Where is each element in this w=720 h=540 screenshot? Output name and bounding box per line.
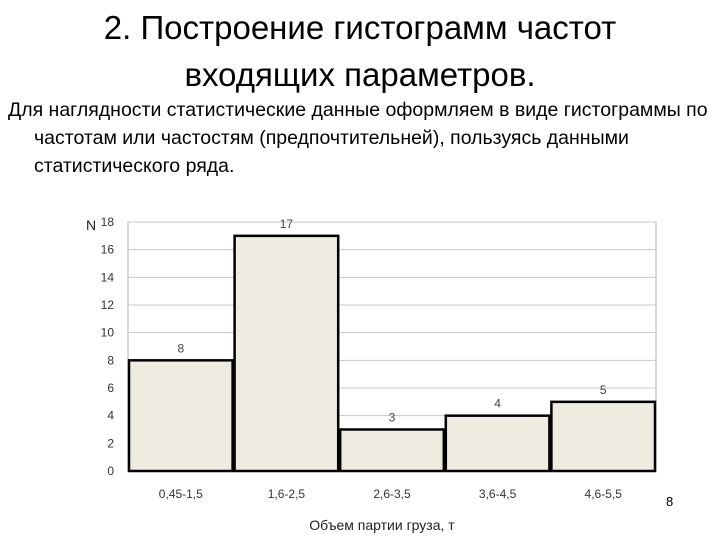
y-tick-label: 16 xyxy=(101,243,115,257)
x-tick-label: 3,6-4,5 xyxy=(479,487,517,501)
title-line-1: 2. Построение гистограмм частот xyxy=(103,9,617,46)
y-tick-label: 2 xyxy=(107,436,114,450)
bar xyxy=(444,414,551,473)
body-paragraph: Для наглядности статистические данные оф… xyxy=(8,99,708,177)
y-tick-label: 14 xyxy=(101,270,115,284)
x-axis-label: Объем партии груза, т xyxy=(309,517,455,533)
body-text: Для наглядности статистические данные оф… xyxy=(8,96,708,180)
data-label: 4 xyxy=(494,397,501,411)
data-label: 5 xyxy=(600,383,607,397)
x-tick-label: 1,6-2,5 xyxy=(268,487,306,501)
y-tick-label: 10 xyxy=(101,326,115,340)
y-tick-labels: 0 2 4 6 8 10 12 14 16 18 xyxy=(101,215,115,478)
y-tick-label: 6 xyxy=(107,381,114,395)
data-label: 3 xyxy=(389,411,396,425)
x-tick-labels: 0,45-1,5 1,6-2,5 2,6-3,5 3,6-4,5 4,6-5,5 xyxy=(159,487,622,501)
data-label: 8 xyxy=(177,341,184,355)
y-tick-label: 12 xyxy=(101,298,115,312)
y-tick-label: 8 xyxy=(107,353,114,367)
y-tick-label: 4 xyxy=(107,409,114,423)
bar xyxy=(127,359,234,473)
x-tick-label: 4,6-5,5 xyxy=(585,487,623,501)
bar xyxy=(550,400,657,473)
bar xyxy=(338,428,446,473)
page-number: 8 xyxy=(666,494,674,509)
y-tick-label: 18 xyxy=(101,215,115,229)
data-label: 17 xyxy=(280,217,294,231)
y-axis-label: N xyxy=(86,217,96,233)
slide-title: 2. Построение гистограмм частот входящих… xyxy=(0,4,720,98)
bars xyxy=(127,234,657,473)
data-labels: 8 17 3 4 5 xyxy=(177,217,606,425)
bar xyxy=(233,234,340,473)
x-tick-label: 2,6-3,5 xyxy=(373,487,411,501)
title-line-2: входящих параметров. xyxy=(184,56,536,93)
y-tick-label: 0 xyxy=(107,464,114,478)
x-tick-label: 0,45-1,5 xyxy=(159,487,203,501)
